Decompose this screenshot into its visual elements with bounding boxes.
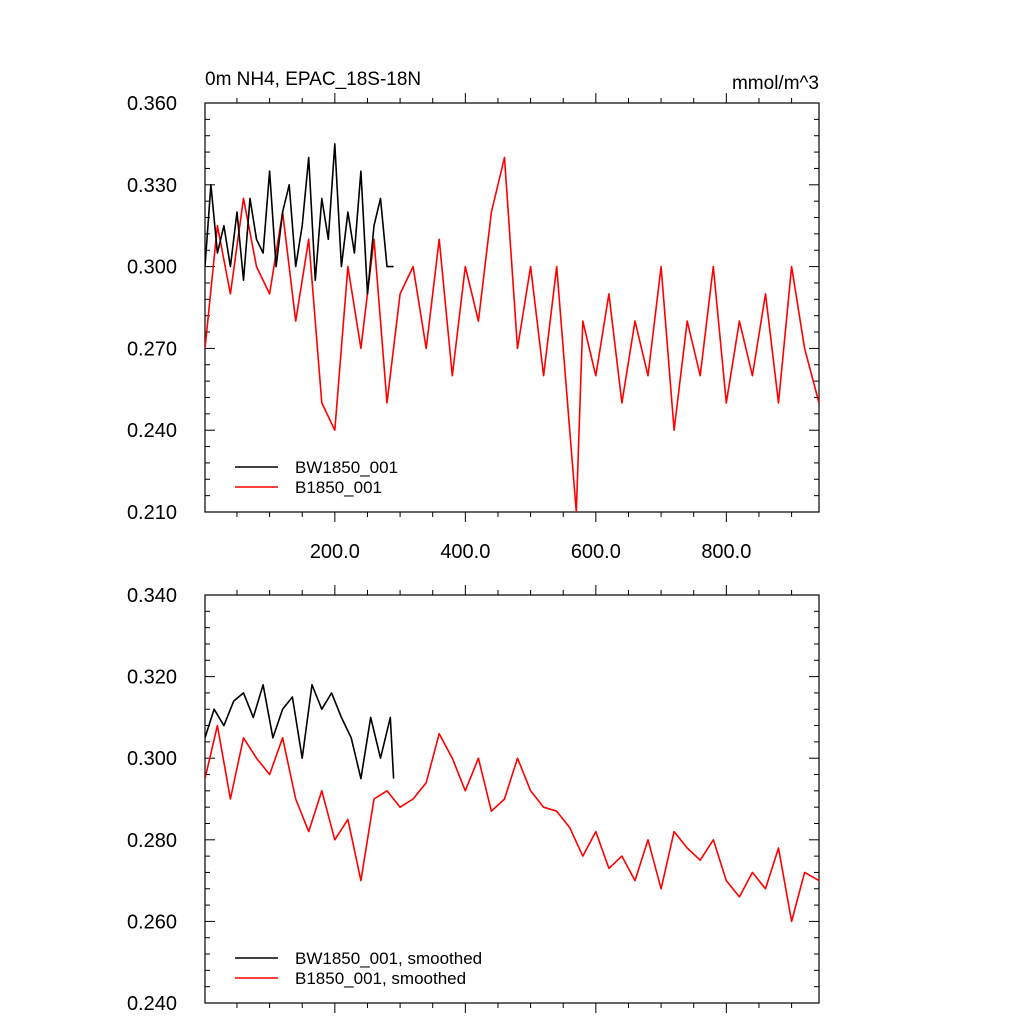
x-tick-label: 600.0 (571, 541, 621, 563)
plot-frame (204, 594, 820, 1004)
legend-label: BW1850_001 (295, 458, 398, 477)
top-panel: 0.210 0.240 0.270 0.300 0.330 0.360 200.0 400.0… (127, 69, 820, 563)
x-tick-label: 400.0 (440, 541, 490, 563)
y-tick-label: 0.340 (127, 585, 177, 607)
x-tick-label: 200.0 (310, 541, 360, 563)
legend-label: B1850_001, smoothed (295, 969, 466, 988)
y-tick-label: 0.300 (127, 257, 177, 279)
units-label: mmol/m^3 (732, 73, 819, 94)
series-line-bw1850-001 (205, 143, 394, 295)
y-tick-label: 0.240 (127, 420, 177, 442)
y-tick-label: 0.300 (127, 748, 177, 770)
bottom-panel: 0.240 0.260 0.280 0.300 0.320 0.340 BW1850_001… (127, 585, 820, 1015)
legend-label: B1850_001 (295, 478, 382, 497)
y-tick-label: 0.360 (127, 93, 177, 115)
y-tick-label: 0.320 (127, 667, 177, 689)
y-tick-label: 0.260 (127, 911, 177, 933)
plot-frame (204, 102, 820, 513)
y-tick-label: 0.330 (127, 175, 177, 197)
series-line-bw1850-001-smoothed (205, 683, 395, 780)
y-tick-label: 0.270 (127, 338, 177, 360)
legend-label: BW1850_001, smoothed (295, 949, 482, 968)
x-tick-label: 800.0 (701, 541, 751, 563)
chart-title: 0m NH4, EPAC_18S-18N (205, 69, 421, 90)
y-tick-label: 0.240 (127, 993, 177, 1015)
series-line-b1850-001 (205, 156, 819, 512)
series-line-b1850-001-smoothed (205, 724, 819, 923)
y-tick-label: 0.210 (127, 502, 177, 524)
y-tick-label: 0.280 (127, 830, 177, 852)
